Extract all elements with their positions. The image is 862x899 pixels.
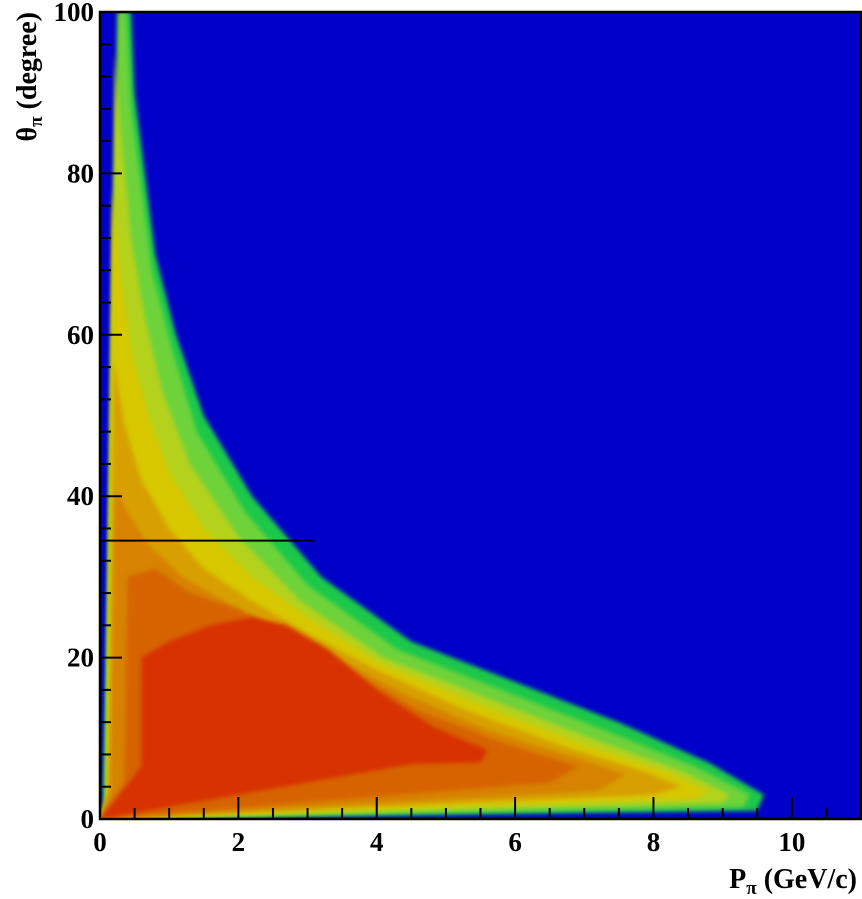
y-tick-label: 60 (67, 320, 94, 350)
y-axis-ticks (100, 11, 122, 820)
x-tick-label: 0 (93, 827, 107, 857)
x-tick-labels: 0 2 4 6 8 10 (93, 827, 805, 857)
x-tick-label: 4 (370, 827, 384, 857)
y-axis-title: θπ (degree) (12, 12, 47, 141)
x-axis-ticks (99, 797, 862, 819)
y-tick-label: 100 (54, 0, 95, 27)
y-tick-labels: 0 20 40 60 80 100 (54, 0, 95, 834)
x-tick-label: 8 (647, 827, 661, 857)
y-tick-label: 80 (67, 158, 94, 188)
x-tick-label: 6 (508, 827, 522, 857)
y-tick-label: 20 (67, 643, 94, 673)
contour-layers (100, 12, 765, 819)
contour-level-8 (100, 617, 488, 819)
y-tick-label: 0 (81, 804, 95, 834)
x-tick-label: 2 (232, 827, 246, 857)
x-axis-title: Pπ (GeV/c) (729, 864, 857, 899)
y-tick-label: 40 (67, 481, 94, 511)
x-tick-label: 10 (778, 827, 805, 857)
